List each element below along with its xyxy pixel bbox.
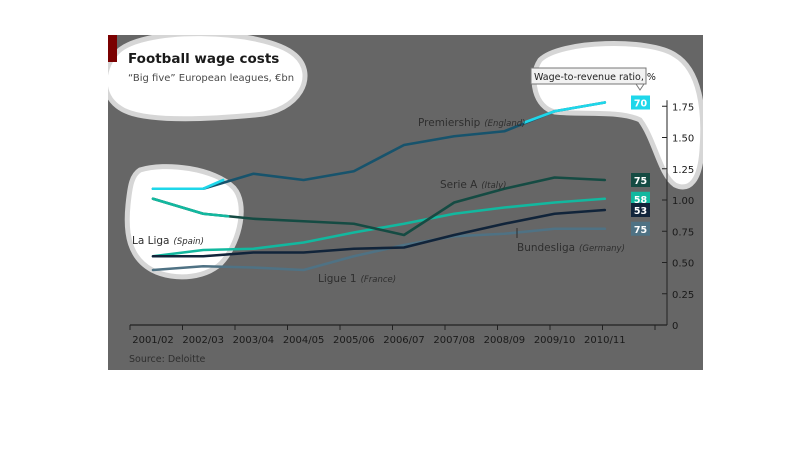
chart-subtitle: “Big five” European leagues, €bn xyxy=(128,73,294,84)
x-tick-label: 2006/07 xyxy=(383,335,425,346)
label-ligue-1-name: Ligue 1 xyxy=(318,273,357,285)
chart-title: Football wage costs xyxy=(128,51,279,67)
y-tick-label: 1.50 xyxy=(672,134,694,145)
x-tick-label: 2005/06 xyxy=(333,335,375,346)
legend-box xyxy=(530,67,647,85)
series-line-bundesliga xyxy=(151,208,607,258)
series-line-la-liga-start xyxy=(151,197,230,218)
label-bundesliga-name: Bundesliga xyxy=(517,242,575,254)
ratio-badge-value: 70 xyxy=(634,99,648,110)
x-tick-label: 2009/10 xyxy=(534,335,576,346)
y-tick-label: 1.00 xyxy=(672,196,694,207)
y-tick-label: 1.75 xyxy=(672,102,694,113)
x-tick-label: 2002/03 xyxy=(182,335,224,346)
x-tick-label: 2003/04 xyxy=(233,335,275,346)
series-line-ligue-1 xyxy=(151,227,607,272)
label-la-liga: La Liga (Spain) xyxy=(132,235,204,247)
label-la-liga-country: (Spain) xyxy=(174,237,204,247)
ratio-badge-value: 58 xyxy=(634,195,648,206)
accent-bar xyxy=(108,35,117,62)
ratio-badge-box xyxy=(631,191,650,206)
label-la-liga-name: La Liga xyxy=(132,235,170,247)
ratio-badge-box xyxy=(631,95,650,110)
label-premiership: Premiership (England) xyxy=(418,117,525,129)
highlight-title xyxy=(108,35,308,122)
series-labels: Premiership (England) Serie A (Italy) La Lig… xyxy=(132,117,625,285)
x-tick-label: 2001/02 xyxy=(132,335,174,346)
label-premiership-country: (England) xyxy=(484,119,525,129)
axes: 0 0.25 0.50 0.75 1.00 1.25 1.50 1.75 2001/02 2002… xyxy=(129,100,694,346)
ratio-badge-value: 75 xyxy=(634,176,647,187)
label-serie-a-country: (Italy) xyxy=(481,181,506,191)
series-line-ratio-start xyxy=(151,178,225,191)
ratio-badge-value: 75 xyxy=(634,225,647,236)
y-tick-label: 1.25 xyxy=(672,165,694,176)
series-lines xyxy=(151,101,607,272)
y-tick-label: 0.25 xyxy=(672,290,694,301)
label-bundesliga-country: (Germany) xyxy=(579,244,625,254)
legend-pointer xyxy=(635,83,645,91)
label-premiership-name: Premiership xyxy=(418,117,481,129)
y-tick-label: 0.75 xyxy=(672,227,694,238)
label-serie-a-name: Serie A xyxy=(440,179,478,191)
x-tick-label: 2004/05 xyxy=(283,335,325,346)
label-ligue-1-country: (France) xyxy=(361,275,397,285)
series-line-ratio-end xyxy=(523,101,607,124)
y-tick-label: 0.50 xyxy=(672,259,694,270)
ratio-badge-box xyxy=(631,173,650,187)
ratio-badge-value: 53 xyxy=(634,206,647,217)
x-tick-label: 2007/08 xyxy=(433,335,475,346)
y-tick-label: 0 xyxy=(672,321,678,332)
label-serie-a: Serie A (Italy) xyxy=(440,179,506,191)
ratio-badge-box xyxy=(631,203,650,217)
source-note: Source: Deloitte xyxy=(129,354,206,365)
legend-box-label: Wage-to-revenue ratio, % xyxy=(534,72,656,83)
x-tick-label: 2010/11 xyxy=(584,335,626,346)
x-tick-label: 2008/09 xyxy=(484,335,526,346)
ratio-badge-box xyxy=(631,221,650,236)
label-ligue-1: Ligue 1 (France) xyxy=(318,273,396,285)
label-bundesliga: Bundesliga (Germany) xyxy=(517,242,625,254)
